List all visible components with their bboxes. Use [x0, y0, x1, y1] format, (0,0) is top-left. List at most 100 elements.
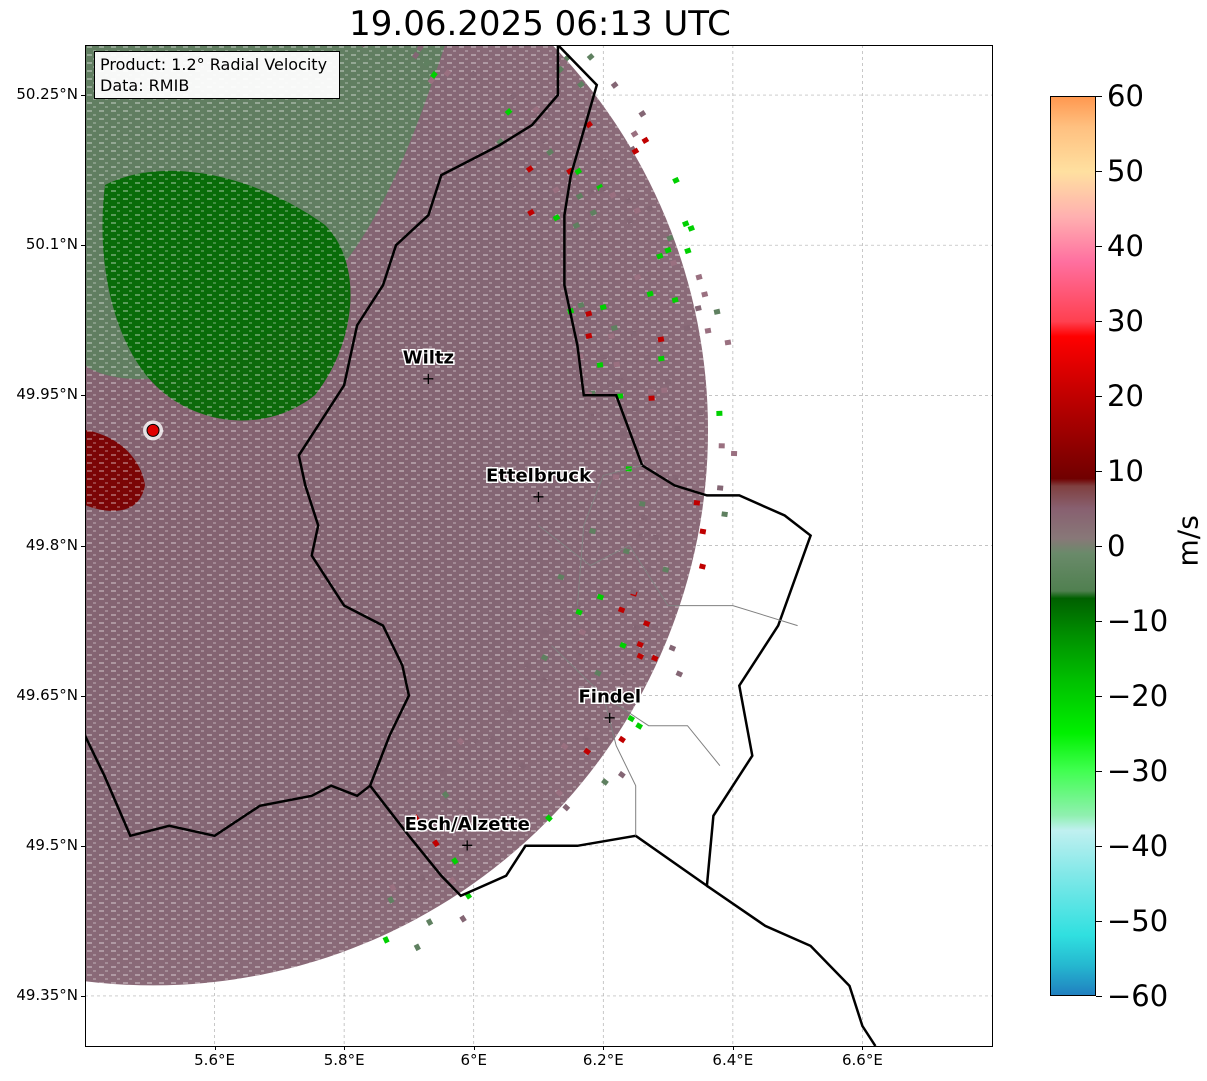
echo-gate [616, 393, 624, 399]
colorbar-tick-label: 20 [1107, 379, 1144, 413]
colorbar-tick-mark [1096, 996, 1102, 997]
echo-gate [506, 182, 515, 191]
echo-gate [671, 296, 679, 304]
colorbar-tick-mark [1096, 621, 1102, 622]
colorbar-tick-label: −60 [1107, 979, 1169, 1013]
echo-gate [594, 669, 602, 677]
echo-gate [412, 814, 421, 823]
echo-gate [389, 883, 397, 892]
echo-gate [601, 778, 609, 786]
echo-gate [540, 654, 549, 662]
belgium-france-border [85, 735, 371, 838]
echo-gate [574, 167, 583, 176]
echo-gate [646, 566, 654, 574]
echo-gate [629, 330, 637, 337]
echo-gate [524, 662, 533, 670]
echo-gate [544, 609, 553, 617]
echo-gate [600, 354, 608, 361]
echo-gate [608, 191, 617, 199]
echo-gate [724, 339, 732, 346]
city-label: Ettelbruck [486, 465, 592, 486]
lon-tick-label: 6.6°E [842, 1051, 883, 1069]
colorbar-tick-mark [1096, 771, 1102, 772]
city-findel: +Findel [577, 685, 643, 727]
city-marker-plus: + [461, 835, 474, 854]
echo-gate [557, 573, 565, 581]
echo-gate [628, 145, 637, 154]
echo-gate [656, 252, 664, 260]
echo-gate [631, 147, 640, 155]
echo-gate [610, 324, 618, 332]
echo-gate [622, 548, 630, 555]
echo-gate [713, 308, 721, 315]
map-title: 19.06.2025 06:13 UTC [349, 4, 731, 44]
colorbar-tick-label: −30 [1107, 754, 1169, 788]
echo-gate [697, 409, 704, 416]
echo-gate [618, 668, 627, 676]
echo-gate [633, 207, 641, 215]
echo-gate [462, 845, 471, 854]
echo-gate [598, 186, 607, 194]
colorbar-tick-mark [1096, 321, 1102, 322]
colorbar-tick-label: 60 [1107, 79, 1144, 113]
echo-gate [488, 736, 497, 745]
colorbar-tick-label: 0 [1107, 529, 1126, 563]
lon-tick-label: 6.2°E [582, 1051, 624, 1069]
echo-gate [545, 814, 553, 823]
canton-border [576, 464, 643, 606]
lat-tick-label: 50.25°N [16, 85, 78, 104]
echo-gate [587, 412, 595, 419]
echo-gate [441, 790, 450, 799]
lat-tick-mark [81, 245, 85, 247]
echo-gate [442, 797, 451, 805]
germany-france-border [706, 884, 877, 1046]
echo-gate [453, 756, 462, 765]
echo-gate [651, 654, 659, 662]
echo-gate [518, 762, 527, 770]
echo-gate [560, 742, 569, 751]
colorbar-tick-mark [1096, 921, 1102, 922]
echo-gate [577, 301, 585, 309]
echo-gate [687, 224, 695, 232]
lat-tick-mark [81, 545, 85, 547]
echo-gate [600, 158, 609, 166]
echo-gate [504, 107, 513, 116]
echo-gate [657, 336, 665, 343]
colorbar-tick-label: −40 [1107, 829, 1169, 863]
echo-gate [640, 514, 648, 521]
echo-gate [509, 92, 518, 100]
echo-gate [589, 209, 598, 217]
echo-gate [411, 51, 420, 60]
echo-gate [438, 765, 447, 774]
echo-gate [575, 649, 584, 657]
echo-gate [664, 246, 672, 254]
city-marker-plus: + [603, 708, 616, 727]
echo-gate [586, 53, 595, 61]
lat-tick-label: 49.8°N [25, 535, 78, 554]
echo-gate [578, 628, 587, 636]
echo-gate [540, 676, 549, 684]
lat-tick-mark [81, 995, 85, 997]
echo-gate [543, 111, 551, 120]
colorbar-tick-mark [1096, 246, 1102, 247]
echo-gate [451, 857, 459, 865]
echo-gate [617, 606, 626, 614]
lon-tick-mark [862, 1046, 864, 1050]
colorbar-tick-mark [1096, 546, 1102, 547]
echo-gate [645, 205, 654, 213]
lon-tick-label: 6.4°E [712, 1051, 754, 1069]
echo-gate [555, 789, 564, 797]
echo-gate [527, 208, 535, 217]
echo-gate [617, 377, 625, 383]
echo-gate [666, 234, 674, 242]
radar-map[interactable]: + Wiltz + Ettelbruck + Findel + Esch/Alzette [85, 45, 992, 1046]
echo-gate [674, 425, 681, 432]
echo-gate [585, 120, 593, 129]
echo-gate [627, 714, 636, 723]
city-esch-alzette: +Esch/Alzette [403, 812, 531, 854]
canton-border [551, 645, 721, 767]
echo-gate [418, 874, 426, 882]
echo-gate [405, 884, 413, 892]
echo-gate [552, 214, 561, 222]
echo-gate [506, 819, 515, 828]
